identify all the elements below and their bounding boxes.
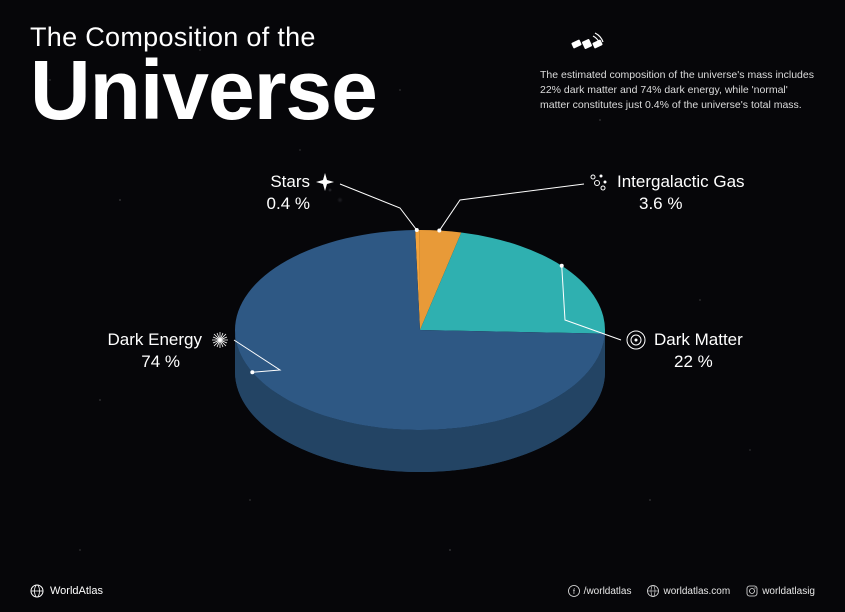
footer-links: f /worldatlas worldatlas.com worldatlasi…: [568, 585, 815, 597]
gas-label: Intergalactic Gas: [617, 172, 745, 192]
instagram-icon: [746, 585, 758, 597]
facebook-icon: f: [568, 585, 580, 597]
dark-matter-label: Dark Matter: [654, 330, 743, 350]
facebook-link: f /worldatlas: [568, 585, 632, 597]
callout-gas: Intergalactic Gas 3.6 %: [589, 172, 745, 214]
title-block: The Composition of the Universe: [30, 22, 377, 129]
stars-label: Stars: [270, 172, 310, 192]
callout-dark-energy: Dark Energy 74 %: [70, 330, 230, 372]
gas-value: 3.6 %: [589, 194, 745, 214]
site-link: worldatlas.com: [647, 585, 730, 597]
brand: WorldAtlas: [30, 584, 103, 598]
dark-matter-value: 22 %: [626, 352, 743, 372]
description-text: The estimated composition of the univers…: [540, 68, 815, 114]
pie-chart: Stars 0.4 % Intergalactic Gas 3.6 %: [0, 150, 845, 550]
brand-text: WorldAtlas: [50, 585, 103, 597]
energy-icon: [210, 330, 230, 350]
gas-icon: [589, 173, 609, 191]
star-icon: [316, 173, 334, 191]
callout-dark-matter: Dark Matter 22 %: [626, 330, 743, 372]
instagram-link: worldatlasig: [746, 585, 815, 597]
dark-energy-label: Dark Energy: [108, 330, 202, 350]
svg-text:f: f: [573, 589, 575, 596]
satellite-icon: [569, 26, 605, 67]
footer: WorldAtlas f /worldatlas worldatlas.com …: [30, 584, 815, 598]
web-icon: [647, 585, 659, 597]
globe-icon: [30, 584, 44, 598]
galaxy-icon: [626, 330, 646, 350]
dark-energy-value: 74 %: [70, 352, 230, 372]
main-title: Universe: [30, 53, 377, 129]
stars-value: 0.4 %: [214, 194, 334, 214]
callout-stars: Stars 0.4 %: [214, 172, 334, 214]
